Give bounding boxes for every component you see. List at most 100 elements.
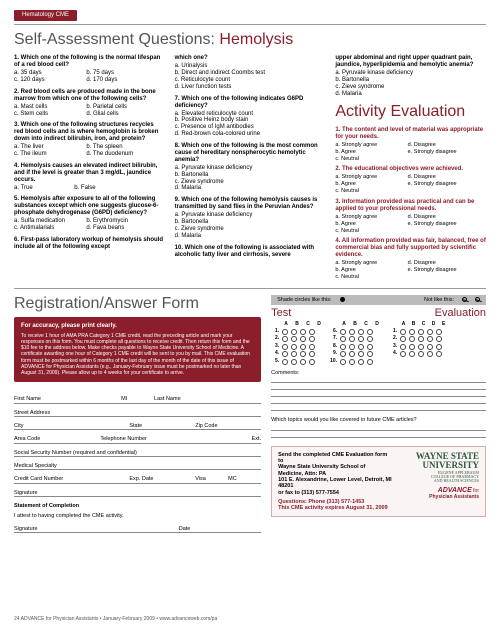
opt: d. Malaria (175, 233, 326, 240)
label-signature: Signature (14, 490, 38, 496)
answer-bubble[interactable] (300, 359, 306, 365)
q1: 1. Which one of the following is the nor… (14, 55, 165, 69)
answer-bubble[interactable] (367, 359, 373, 365)
answer-bubbles: Test ABCD1.2.3.4.5. ABCD6.7.8.9.10. Eval… (271, 307, 486, 366)
answer-bubble[interactable] (427, 336, 433, 342)
answer-bubble[interactable] (418, 329, 424, 335)
registration-title: Registration/Answer Form (14, 295, 261, 313)
answer-bubble[interactable] (427, 351, 433, 357)
answer-bubble[interactable] (427, 344, 433, 350)
eval-head: Evaluation (389, 307, 486, 320)
advance-logo: ADVANCE for Physician Assistants (398, 487, 479, 501)
row-num: 1. (271, 329, 279, 335)
answer-bubble[interactable] (309, 351, 315, 357)
bubble-row: 6. (329, 329, 381, 335)
opt: c. The ileum (14, 151, 86, 158)
answer-bubble[interactable] (291, 329, 297, 335)
test-head: Test (271, 307, 381, 320)
answer-bubble[interactable] (427, 329, 433, 335)
answer-bubble[interactable] (349, 344, 355, 350)
answer-bubble[interactable] (367, 344, 373, 350)
answer-bubble[interactable] (300, 329, 306, 335)
label-cc: Credit Card Number (14, 476, 129, 482)
answer-bubble[interactable] (409, 336, 415, 342)
col-head: D (430, 322, 437, 328)
answer-bubble[interactable] (418, 336, 424, 342)
answer-bubble[interactable] (349, 359, 355, 365)
registration-left: Registration/Answer Form For accuracy, p… (14, 295, 261, 533)
bubble-row: 1. (271, 329, 323, 335)
crossed-circle-icon (462, 297, 467, 302)
answer-bubble[interactable] (349, 336, 355, 342)
adv2: Physician Assistants (429, 494, 479, 500)
answer-bubble[interactable] (309, 344, 315, 350)
answer-bubble[interactable] (400, 336, 406, 342)
answer-bubble[interactable] (309, 336, 315, 342)
send-box: Send the completed CME Evaluation form t… (271, 446, 486, 518)
opt: d. Liver function tests (175, 84, 326, 91)
answer-bubble[interactable] (418, 351, 424, 357)
answer-bubble[interactable] (282, 329, 288, 335)
answer-bubble[interactable] (436, 336, 442, 342)
send-l1: Send the completed CME Evaluation form t… (278, 452, 387, 464)
answer-bubble[interactable] (340, 351, 346, 357)
opt: b. Agree (335, 181, 407, 187)
answer-bubble[interactable] (309, 329, 315, 335)
answer-bubble[interactable] (367, 329, 373, 335)
answer-bubble[interactable] (300, 351, 306, 357)
crossed-circle-icon (475, 297, 480, 302)
answer-bubble[interactable] (282, 344, 288, 350)
answer-bubble[interactable] (291, 351, 297, 357)
q6: 6. First-pass laboratory workup of hemol… (14, 237, 165, 251)
answer-bubble[interactable] (282, 359, 288, 365)
questions-area: 1. Which one of the following is the nor… (14, 55, 486, 285)
row-num: 3. (389, 344, 397, 350)
answer-bubble[interactable] (400, 329, 406, 335)
answer-bubble[interactable] (367, 336, 373, 342)
label-first-name: First Name (14, 396, 121, 402)
answer-bubble[interactable] (418, 344, 424, 350)
answer-bubble[interactable] (300, 336, 306, 342)
answer-bubble[interactable] (340, 329, 346, 335)
q7: 7. Which one of the following indicates … (175, 96, 326, 110)
answer-bubble[interactable] (309, 359, 315, 365)
answer-bubble[interactable] (291, 344, 297, 350)
answer-bubble[interactable] (409, 329, 415, 335)
answer-bubble[interactable] (436, 329, 442, 335)
send-l2: Wayne State University School of Medicin… (278, 464, 365, 476)
answer-bubble[interactable] (436, 351, 442, 357)
opt: b. Agree (335, 267, 407, 273)
answer-bubble[interactable] (358, 359, 364, 365)
opt: a. Mast cells (14, 104, 86, 111)
answer-bubble[interactable] (340, 359, 346, 365)
q9: 9. Which one of the following hemolysis … (175, 197, 326, 211)
col-head: D (315, 322, 323, 328)
answer-bubble[interactable] (291, 359, 297, 365)
answer-bubble[interactable] (349, 329, 355, 335)
answer-bubble[interactable] (358, 344, 364, 350)
answer-bubble[interactable] (400, 351, 406, 357)
answer-bubble[interactable] (436, 344, 442, 350)
answer-bubble[interactable] (409, 344, 415, 350)
answer-bubble[interactable] (409, 351, 415, 357)
answer-bubble[interactable] (340, 344, 346, 350)
answer-bubble[interactable] (340, 336, 346, 342)
answer-bubble[interactable] (367, 351, 373, 357)
activity-evaluation-title: Activity Evaluation (335, 103, 486, 121)
eval-col: Evaluation ABCDE1.2.3.4. (389, 307, 486, 366)
opt: d. Red-brown cola-colored urine (175, 131, 326, 138)
bubble-row: 3. (389, 344, 486, 350)
answer-bubble[interactable] (358, 329, 364, 335)
bubble-row: 7. (329, 336, 381, 342)
answer-bubble[interactable] (282, 351, 288, 357)
answer-bubble[interactable] (300, 344, 306, 350)
answer-bubble[interactable] (291, 336, 297, 342)
answer-bubble[interactable] (358, 336, 364, 342)
answer-bubble[interactable] (349, 351, 355, 357)
opt: d. The duodenum (86, 151, 158, 158)
label-ext: Ext. (252, 436, 261, 442)
answer-bubble[interactable] (282, 336, 288, 342)
answer-bubble[interactable] (400, 344, 406, 350)
answer-bubble[interactable] (358, 351, 364, 357)
label-specialty: Medical Specialty (14, 463, 57, 469)
